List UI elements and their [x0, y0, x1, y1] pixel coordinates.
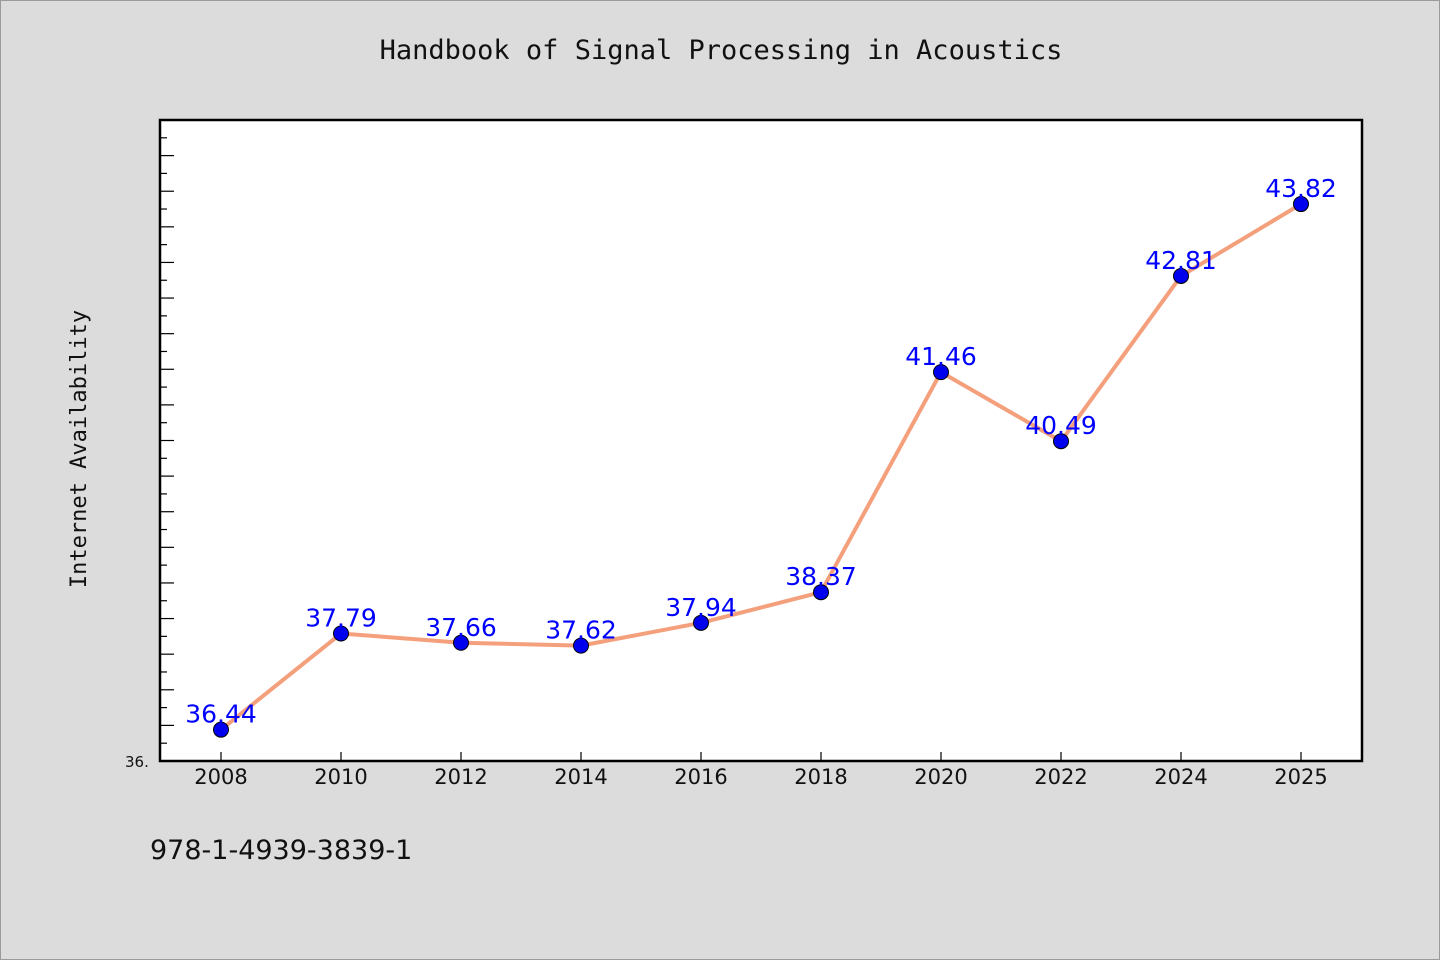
data-point	[693, 614, 709, 631]
data-label: 37.94	[665, 593, 737, 622]
data-point	[1173, 267, 1189, 284]
y-tick-label: 36.	[125, 753, 149, 771]
data-point	[213, 721, 229, 738]
data-label: 37.66	[425, 613, 497, 642]
plot-area	[160, 120, 1362, 761]
plot-border	[158, 118, 1364, 763]
series-line	[219, 202, 1303, 732]
chart-title: Handbook of Signal Processing in Acousti…	[379, 35, 1063, 66]
x-tick-label: 2025	[1274, 765, 1327, 789]
data-label: 40.49	[1025, 411, 1097, 440]
data-point	[333, 625, 349, 642]
x-tick-label: 2020	[914, 765, 967, 789]
x-tick-label: 2012	[434, 765, 487, 789]
data-label: 41.46	[905, 342, 977, 371]
isbn-text: 978-1-4939-3839-1	[150, 835, 413, 866]
x-axis-ticks: 2008 2010 2012 2014 2016 2018 2020 2022 2024 2025	[194, 752, 1328, 789]
x-tick-label: 2014	[554, 765, 607, 789]
x-tick-label: 2010	[314, 765, 367, 789]
x-tick-label: 2024	[1154, 765, 1207, 789]
data-point	[933, 364, 949, 381]
data-point	[813, 584, 829, 601]
data-point	[1293, 196, 1309, 213]
x-tick-label: 2022	[1034, 765, 1087, 789]
data-point	[1053, 433, 1069, 450]
data-label: 43.82	[1265, 174, 1337, 203]
y-axis-label: Internet Availability	[67, 310, 92, 588]
data-label: 42.81	[1145, 246, 1217, 275]
data-point	[453, 634, 469, 651]
data-labels: 36.44 37.79 37.66 37.62 37.94 38.37 41.46 40.49…	[185, 174, 1337, 729]
x-tick-label: 2016	[674, 765, 727, 789]
series-markers	[213, 196, 1309, 738]
data-label: 38.37	[785, 562, 857, 591]
data-point	[573, 637, 589, 654]
data-label: 36.44	[185, 700, 257, 729]
data-label: 37.79	[305, 604, 377, 633]
x-tick-label: 2018	[794, 765, 847, 789]
data-label: 37.62	[545, 616, 617, 645]
x-tick-label: 2008	[194, 765, 247, 789]
